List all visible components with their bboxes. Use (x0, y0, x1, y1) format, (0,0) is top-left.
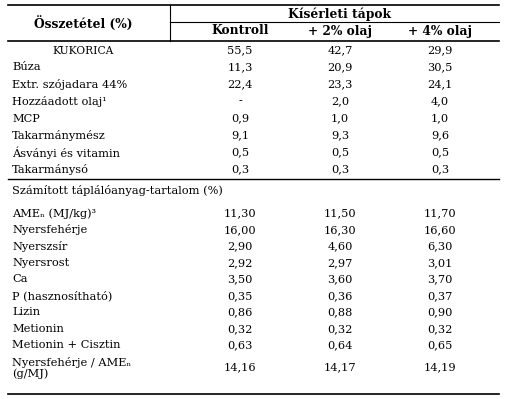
Text: 6,30: 6,30 (427, 241, 453, 251)
Text: 0,64: 0,64 (328, 340, 353, 350)
Text: 3,50: 3,50 (227, 274, 252, 284)
Text: 0,36: 0,36 (328, 291, 353, 301)
Text: 9,6: 9,6 (431, 130, 449, 140)
Text: P (hasznosítható): P (hasznosítható) (12, 290, 113, 301)
Text: 0,5: 0,5 (431, 148, 449, 158)
Text: 23,3: 23,3 (328, 79, 353, 89)
Text: 14,19: 14,19 (424, 363, 456, 373)
Text: Számított táplálóanyag-tartalom (%): Számított táplálóanyag-tartalom (%) (12, 184, 223, 196)
Text: 11,50: 11,50 (323, 208, 356, 218)
Text: AMEₙ (MJ/kg)³: AMEₙ (MJ/kg)³ (12, 208, 96, 219)
Text: 3,01: 3,01 (427, 258, 453, 268)
Text: 0,63: 0,63 (227, 340, 252, 350)
Text: 0,90: 0,90 (427, 307, 453, 317)
Text: Kontroll: Kontroll (211, 24, 269, 38)
Text: 9,3: 9,3 (331, 130, 349, 140)
Text: Lizin: Lizin (12, 307, 40, 317)
Text: 0,32: 0,32 (227, 324, 252, 334)
Text: Takarmánymész: Takarmánymész (12, 130, 106, 141)
Text: Nyersfehérje: Nyersfehérje (12, 224, 87, 235)
Text: Nyersrost: Nyersrost (12, 258, 69, 268)
Text: 0,65: 0,65 (427, 340, 453, 350)
Text: 2,97: 2,97 (328, 258, 353, 268)
Text: 11,70: 11,70 (424, 208, 456, 218)
Text: 11,30: 11,30 (224, 208, 257, 218)
Text: 0,32: 0,32 (427, 324, 453, 334)
Text: 0,37: 0,37 (427, 291, 453, 301)
Text: + 2% olaj: + 2% olaj (308, 24, 372, 38)
Text: 24,1: 24,1 (427, 79, 453, 89)
Text: 0,3: 0,3 (331, 164, 349, 174)
Text: 0,86: 0,86 (227, 307, 252, 317)
Text: Búza: Búza (12, 63, 41, 73)
Text: 0,5: 0,5 (331, 148, 349, 158)
Text: 1,0: 1,0 (431, 113, 449, 124)
Text: 29,9: 29,9 (427, 45, 453, 55)
Text: 0,5: 0,5 (231, 148, 249, 158)
Text: 0,3: 0,3 (431, 164, 449, 174)
Text: Nyerszsír: Nyerszsír (12, 241, 67, 252)
Text: 2,92: 2,92 (227, 258, 252, 268)
Text: 1,0: 1,0 (331, 113, 349, 124)
Text: 16,60: 16,60 (424, 225, 456, 235)
Text: 0,35: 0,35 (227, 291, 252, 301)
Text: 9,1: 9,1 (231, 130, 249, 140)
Text: 22,4: 22,4 (227, 79, 252, 89)
Text: -: - (238, 97, 242, 107)
Text: Összetétel (%): Összetétel (%) (34, 16, 132, 30)
Text: Kísérleti tápok: Kísérleti tápok (288, 7, 391, 21)
Text: Extr. szójadara 44%: Extr. szójadara 44% (12, 79, 127, 90)
Text: Ásványi és vitamin: Ásványi és vitamin (12, 146, 120, 159)
Text: MCP: MCP (12, 113, 40, 124)
Text: 16,30: 16,30 (323, 225, 356, 235)
Text: Metionin + Cisztin: Metionin + Cisztin (12, 340, 121, 350)
Text: 14,17: 14,17 (323, 363, 356, 373)
Text: + 4% olaj: + 4% olaj (408, 24, 472, 38)
Text: 0,88: 0,88 (328, 307, 353, 317)
Text: 0,3: 0,3 (231, 164, 249, 174)
Text: 11,3: 11,3 (227, 63, 252, 73)
Text: 14,16: 14,16 (224, 363, 257, 373)
Text: Hozzáadott olaj¹: Hozzáadott olaj¹ (12, 96, 107, 107)
Text: 3,70: 3,70 (427, 274, 453, 284)
Text: 0,9: 0,9 (231, 113, 249, 124)
Text: Takarmánysó: Takarmánysó (12, 164, 89, 175)
Text: 20,9: 20,9 (328, 63, 353, 73)
Text: (g/MJ): (g/MJ) (12, 368, 48, 379)
Text: 4,60: 4,60 (328, 241, 353, 251)
Text: 0,32: 0,32 (328, 324, 353, 334)
Text: 3,60: 3,60 (328, 274, 353, 284)
Text: 16,00: 16,00 (224, 225, 257, 235)
Text: Ca: Ca (12, 274, 27, 284)
Text: Metionin: Metionin (12, 324, 64, 334)
Text: Nyersfehérje / AMEₙ: Nyersfehérje / AMEₙ (12, 357, 131, 368)
Text: 4,0: 4,0 (431, 97, 449, 107)
Text: KUKORICA: KUKORICA (52, 45, 114, 55)
Text: 2,0: 2,0 (331, 97, 349, 107)
Text: 2,90: 2,90 (227, 241, 252, 251)
Text: 55,5: 55,5 (227, 45, 252, 55)
Text: 42,7: 42,7 (328, 45, 353, 55)
Text: 30,5: 30,5 (427, 63, 453, 73)
